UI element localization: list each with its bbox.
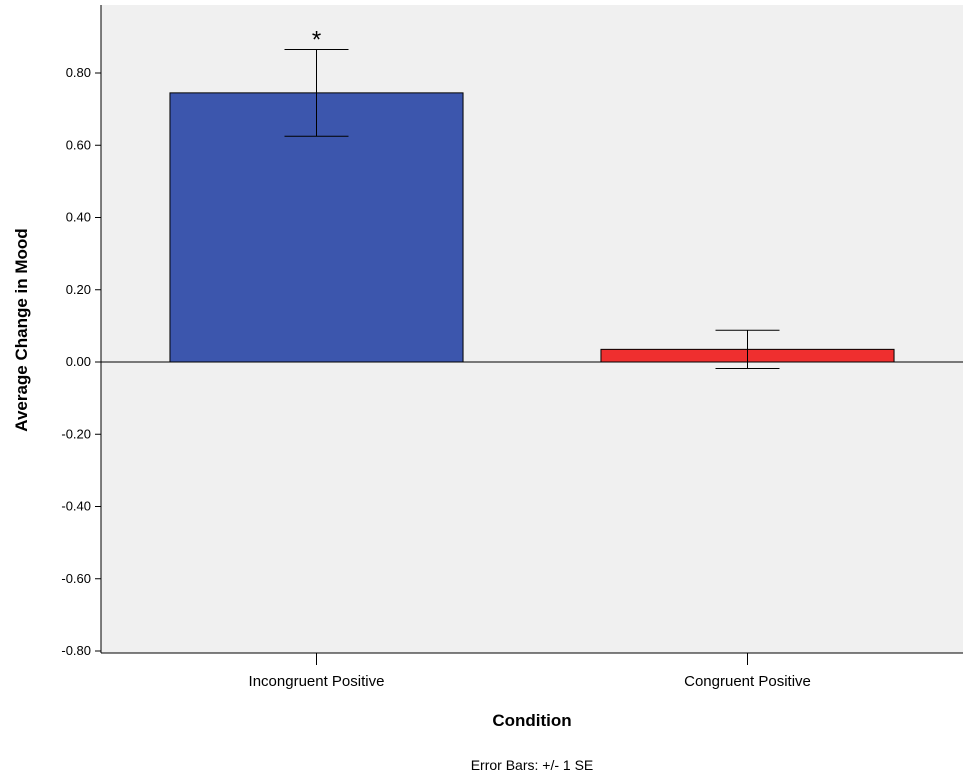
x-ticks-group: Incongruent Positive Congruent Positive xyxy=(249,653,811,690)
y-ticks-group: -0.80 -0.60 -0.40 -0.20 0.00 0.20 0.40 0.60 0.80 xyxy=(61,65,101,658)
y-tick-label: 0.20 xyxy=(66,282,91,297)
y-tick-label: -0.20 xyxy=(61,426,91,441)
significance-marker: * xyxy=(312,27,321,54)
y-tick-label: 0.00 xyxy=(66,354,91,369)
annotations-group: * xyxy=(312,27,321,54)
y-tick-label: 0.60 xyxy=(66,137,91,152)
y-tick-label: 0.80 xyxy=(66,65,91,80)
y-tick-label: -0.80 xyxy=(61,643,91,658)
x-tick-label: Incongruent Positive xyxy=(249,673,385,690)
y-tick-label: -0.60 xyxy=(61,571,91,586)
x-axis-title: Condition xyxy=(492,711,571,730)
footnote: Error Bars: +/- 1 SE xyxy=(471,757,594,773)
bar-incongruent-positive xyxy=(169,92,464,363)
x-tick-label: Congruent Positive xyxy=(684,673,811,690)
y-tick-label: 0.40 xyxy=(66,210,91,225)
error-bars-group xyxy=(284,49,780,370)
y-axis-title: Average Change in Mood xyxy=(12,228,31,431)
y-tick-label: -0.40 xyxy=(61,499,91,514)
bars-group xyxy=(169,92,895,363)
